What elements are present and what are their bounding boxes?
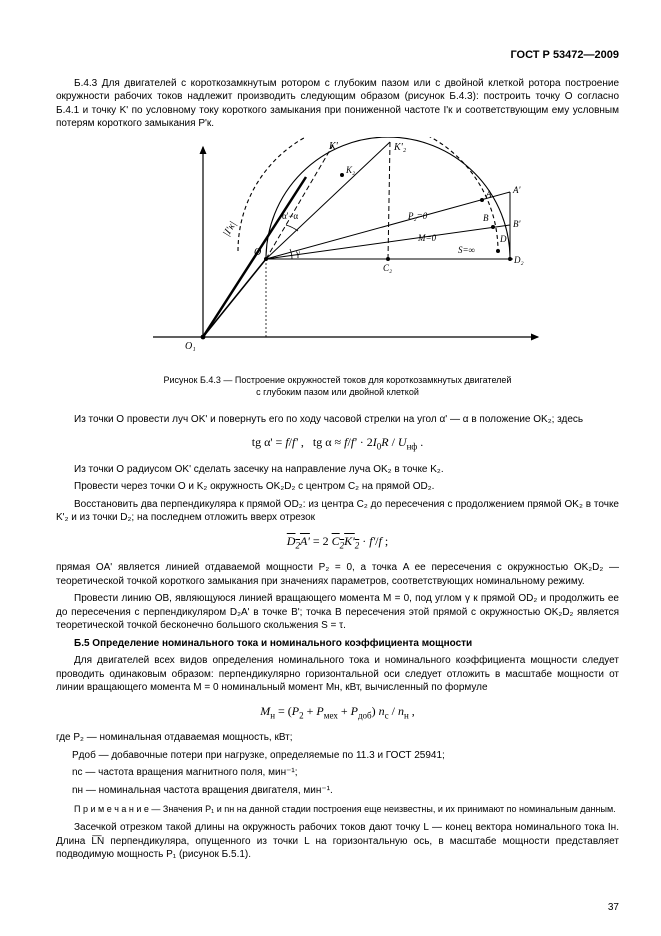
section-b5: Б.5 Определение номинального тока и номи… [56, 637, 619, 651]
svg-text:A: A [485, 189, 492, 199]
where-2: Pдоб — добавочные потери при нагрузке, о… [56, 749, 619, 763]
svg-text:B: B [483, 213, 489, 223]
caption-line1: Рисунок Б.4.3 — Построение окружностей т… [164, 375, 512, 385]
svg-text:D: D [499, 234, 507, 244]
svg-text:S=∞: S=∞ [458, 245, 475, 255]
svg-text:K₂: K₂ [345, 165, 355, 175]
para-p3: Из точки O радиусом OK' сделать засечку … [56, 463, 619, 477]
caption-line2: с глубоким пазом или двойной клеткой [256, 387, 419, 397]
svg-text:K': K' [328, 141, 339, 152]
section-b5-title: Б.5 Определение номинального тока и номи… [74, 638, 472, 649]
svg-text:|I'к|: |I'к| [221, 219, 239, 238]
para-p9: Засечкой отрезком такой длины на окружно… [56, 821, 619, 862]
para-p6: прямая OA' является линией отдаваемой мо… [56, 561, 619, 588]
svg-text:B': B' [513, 219, 521, 229]
para-p4: Провести через точки O и K₂ окружность O… [56, 480, 619, 494]
figure-caption: Рисунок Б.4.3 — Построение окружностей т… [56, 374, 619, 398]
doc-header: ГОСТ Р 53472—2009 [56, 48, 619, 63]
svg-text:γ: γ [295, 248, 300, 258]
where-1: где P₂ — номинальная отдаваемая мощность… [56, 731, 619, 745]
svg-text:A': A' [512, 185, 521, 195]
svg-text:C₂: C₂ [383, 263, 392, 273]
formula-2: D2A' = 2 C2K'2 · f'/f ; [56, 533, 619, 552]
para-p7: Провести линию OB, являющуюся линией вра… [56, 592, 619, 633]
formula-3: Mн = (P2 + Pмех + Pдоб) nс / nн , [56, 703, 619, 722]
para-p2: Из точки O провести луч OK' и повернуть … [56, 413, 619, 427]
page-number: 37 [608, 901, 619, 915]
where-4: nн — номинальная частота вращения двигат… [56, 784, 619, 798]
svg-text:P₂=0: P₂=0 [407, 211, 428, 221]
where-3: nс — частота вращения магнитного поля, м… [56, 766, 619, 780]
formula-1: tg α' = f/f' , tg α ≈ f/f' · 2I0R / Uнф … [56, 434, 619, 453]
page: ГОСТ Р 53472—2009 Б.4.3 Для двигателей с… [0, 0, 661, 936]
para-p8: Для двигателей всех видов определения но… [56, 654, 619, 695]
note: П р и м е ч а н и е — Значения P₁ и nн н… [56, 803, 619, 815]
svg-text:O₁: O₁ [185, 341, 196, 352]
para-p5: Восстановить два перпендикуляра к прямой… [56, 498, 619, 525]
para-b43: Б.4.3 Для двигателей с короткозамкнутым … [56, 77, 619, 131]
svg-text:K'₂: K'₂ [393, 142, 407, 153]
svg-text:M=0: M=0 [417, 233, 437, 243]
circle-diagram: O₁OD₂DA'B'C₂K'K'₂K₂P₂=0AM=0BS=∞γα'−α|I'к… [128, 137, 548, 362]
diagram-wrap: O₁OD₂DA'B'C₂K'K'₂K₂P₂=0AM=0BS=∞γα'−α|I'к… [56, 137, 619, 367]
svg-text:D₂: D₂ [513, 255, 524, 265]
